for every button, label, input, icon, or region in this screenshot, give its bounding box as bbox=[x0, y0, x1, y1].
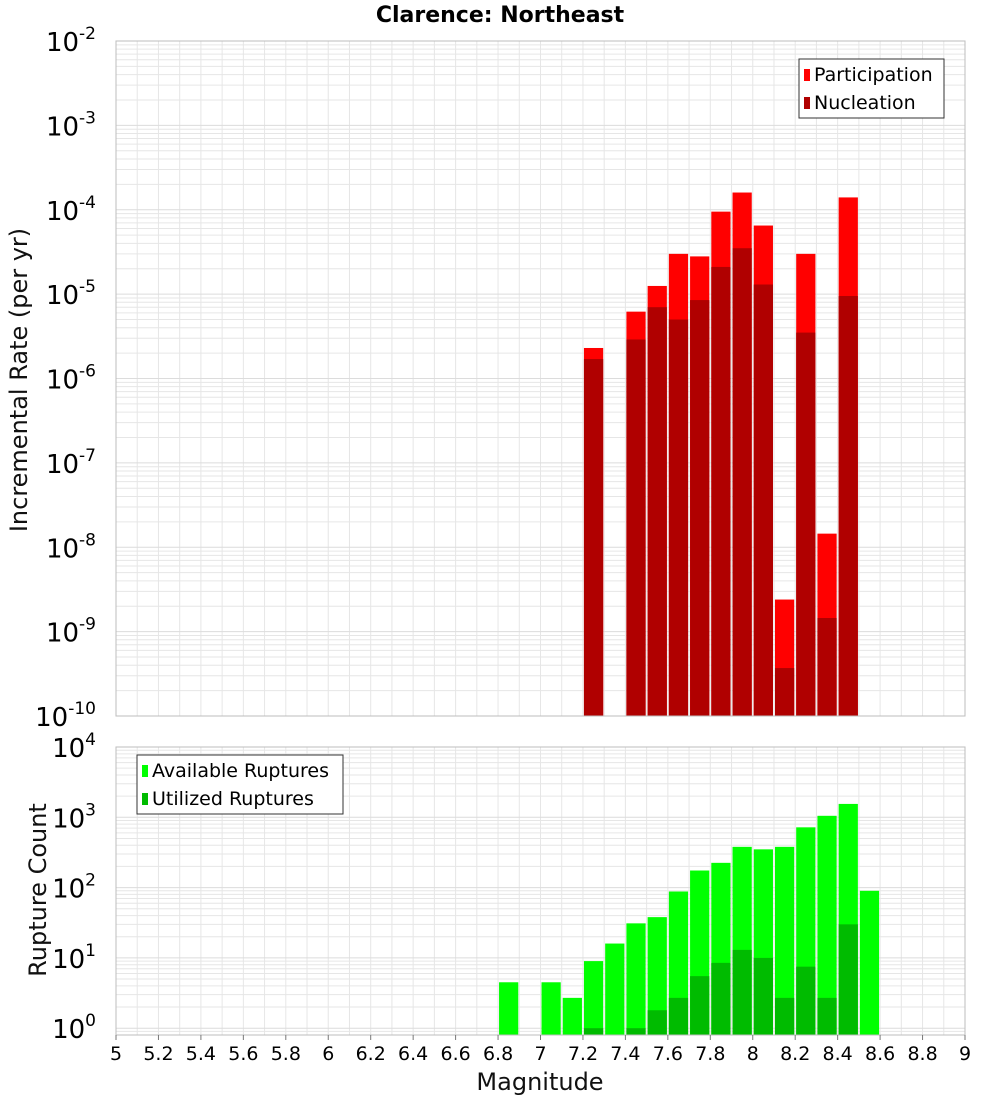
series-nucleation bbox=[583, 248, 858, 717]
x-tick-label: 8 bbox=[747, 1043, 759, 1065]
bar bbox=[690, 976, 710, 1035]
bar bbox=[711, 962, 731, 1035]
participation-nucleation-panel: 10-10 10-9 10-8 10-7 10-6 10-5 10-4 10-3 10-2 Par… bbox=[35, 24, 966, 733]
x-tick-label: 7.8 bbox=[695, 1043, 725, 1065]
bar bbox=[732, 248, 752, 717]
legend-swatch bbox=[804, 69, 810, 81]
legend-label: Nucleation bbox=[814, 92, 916, 114]
y-tick-label: 10-6 bbox=[46, 362, 96, 396]
rupture-count-panel: 100 101 102 103 104 5 5.2 5.4 5.6 5.8 6 6.2 6.4 6.6 6.… bbox=[52, 730, 971, 1065]
x-tick-label: 6.8 bbox=[483, 1043, 513, 1065]
bar bbox=[817, 815, 837, 1035]
x-tick-label: 5 bbox=[110, 1043, 122, 1065]
x-tick-label: 7 bbox=[534, 1043, 546, 1065]
bar bbox=[499, 982, 519, 1035]
legend-label: Utilized Ruptures bbox=[152, 788, 314, 810]
bar bbox=[626, 339, 646, 716]
bar bbox=[626, 923, 646, 1035]
bar bbox=[605, 943, 625, 1035]
x-tick-label: 5.8 bbox=[271, 1043, 301, 1065]
y-tick-label: 10-4 bbox=[46, 193, 96, 227]
legend-swatch bbox=[142, 793, 148, 805]
series-utilized-ruptures bbox=[583, 924, 858, 1035]
legend-swatch bbox=[142, 765, 148, 777]
bar bbox=[562, 997, 582, 1035]
x-tick-label: 7.4 bbox=[610, 1043, 640, 1065]
y-tick-label: 10-2 bbox=[46, 24, 96, 58]
chart-title: Clarence: Northeast bbox=[376, 3, 625, 28]
top-y-axis-label: Incremental Rate (per yr) bbox=[5, 228, 33, 532]
bar bbox=[541, 982, 561, 1035]
x-tick-label: 6.2 bbox=[356, 1043, 386, 1065]
x-tick-label: 8.8 bbox=[907, 1043, 937, 1065]
x-tick-label: 9 bbox=[959, 1043, 971, 1065]
bar bbox=[859, 890, 880, 1035]
bar bbox=[796, 966, 816, 1035]
y-tick-label: 100 bbox=[52, 1011, 96, 1045]
x-axis-label: Magnitude bbox=[476, 1068, 603, 1096]
bar bbox=[753, 957, 773, 1035]
x-tick-label: 5.2 bbox=[143, 1043, 173, 1065]
bar bbox=[774, 997, 795, 1035]
bar bbox=[668, 997, 689, 1035]
y-tick-label: 104 bbox=[52, 730, 96, 764]
x-tick-label: 6.4 bbox=[398, 1043, 428, 1065]
legend-label: Available Ruptures bbox=[152, 760, 329, 782]
bar bbox=[732, 949, 752, 1035]
y-tick-label: 102 bbox=[52, 871, 96, 905]
bar bbox=[583, 359, 604, 716]
legend: Available Ruptures Utilized Ruptures bbox=[136, 754, 344, 815]
legend-swatch bbox=[804, 97, 810, 109]
plot-frame bbox=[115, 40, 966, 717]
bar bbox=[647, 917, 667, 1035]
x-tick-label: 5.6 bbox=[228, 1043, 258, 1065]
legend-box bbox=[798, 58, 945, 119]
bar bbox=[838, 296, 858, 716]
x-tick-label: 6 bbox=[322, 1043, 334, 1065]
legend: Participation Nucleation bbox=[798, 58, 945, 119]
y-tick-label: 10-7 bbox=[46, 446, 96, 480]
y-tick-label: 101 bbox=[52, 941, 96, 975]
bar bbox=[753, 284, 773, 716]
bar bbox=[668, 319, 689, 716]
bar bbox=[647, 307, 667, 716]
bar bbox=[774, 846, 795, 1035]
x-tick-label: 8.6 bbox=[865, 1043, 895, 1065]
bar bbox=[796, 332, 816, 716]
x-tick-label: 8.2 bbox=[780, 1043, 810, 1065]
bar bbox=[774, 668, 795, 716]
y-tick-label: 10-9 bbox=[46, 615, 96, 649]
bar bbox=[626, 1028, 646, 1035]
y-tick-label: 10-3 bbox=[46, 108, 96, 142]
x-tick-label: 7.6 bbox=[653, 1043, 683, 1065]
bottom-y-axis-label: Rupture Count bbox=[24, 803, 52, 977]
y-tick-label: 103 bbox=[52, 800, 96, 834]
legend-label: Participation bbox=[814, 64, 933, 86]
bar bbox=[583, 961, 604, 1035]
bar bbox=[583, 1028, 604, 1035]
bar bbox=[817, 997, 837, 1035]
legend-box bbox=[136, 754, 344, 815]
bar bbox=[817, 618, 837, 716]
bar bbox=[838, 924, 858, 1035]
y-tick-label: 10-8 bbox=[46, 530, 96, 564]
x-tick-label: 8.4 bbox=[823, 1043, 853, 1065]
y-tick-label: 10-10 bbox=[35, 699, 96, 733]
x-tick-label: 6.6 bbox=[440, 1043, 470, 1065]
bar bbox=[690, 300, 710, 716]
x-tick-label: 7.2 bbox=[568, 1043, 598, 1065]
x-tick-label: 5.4 bbox=[186, 1043, 216, 1065]
y-tick-label: 10-5 bbox=[46, 277, 96, 311]
bar bbox=[711, 266, 731, 716]
grid bbox=[115, 41, 966, 717]
bar bbox=[647, 1010, 667, 1035]
